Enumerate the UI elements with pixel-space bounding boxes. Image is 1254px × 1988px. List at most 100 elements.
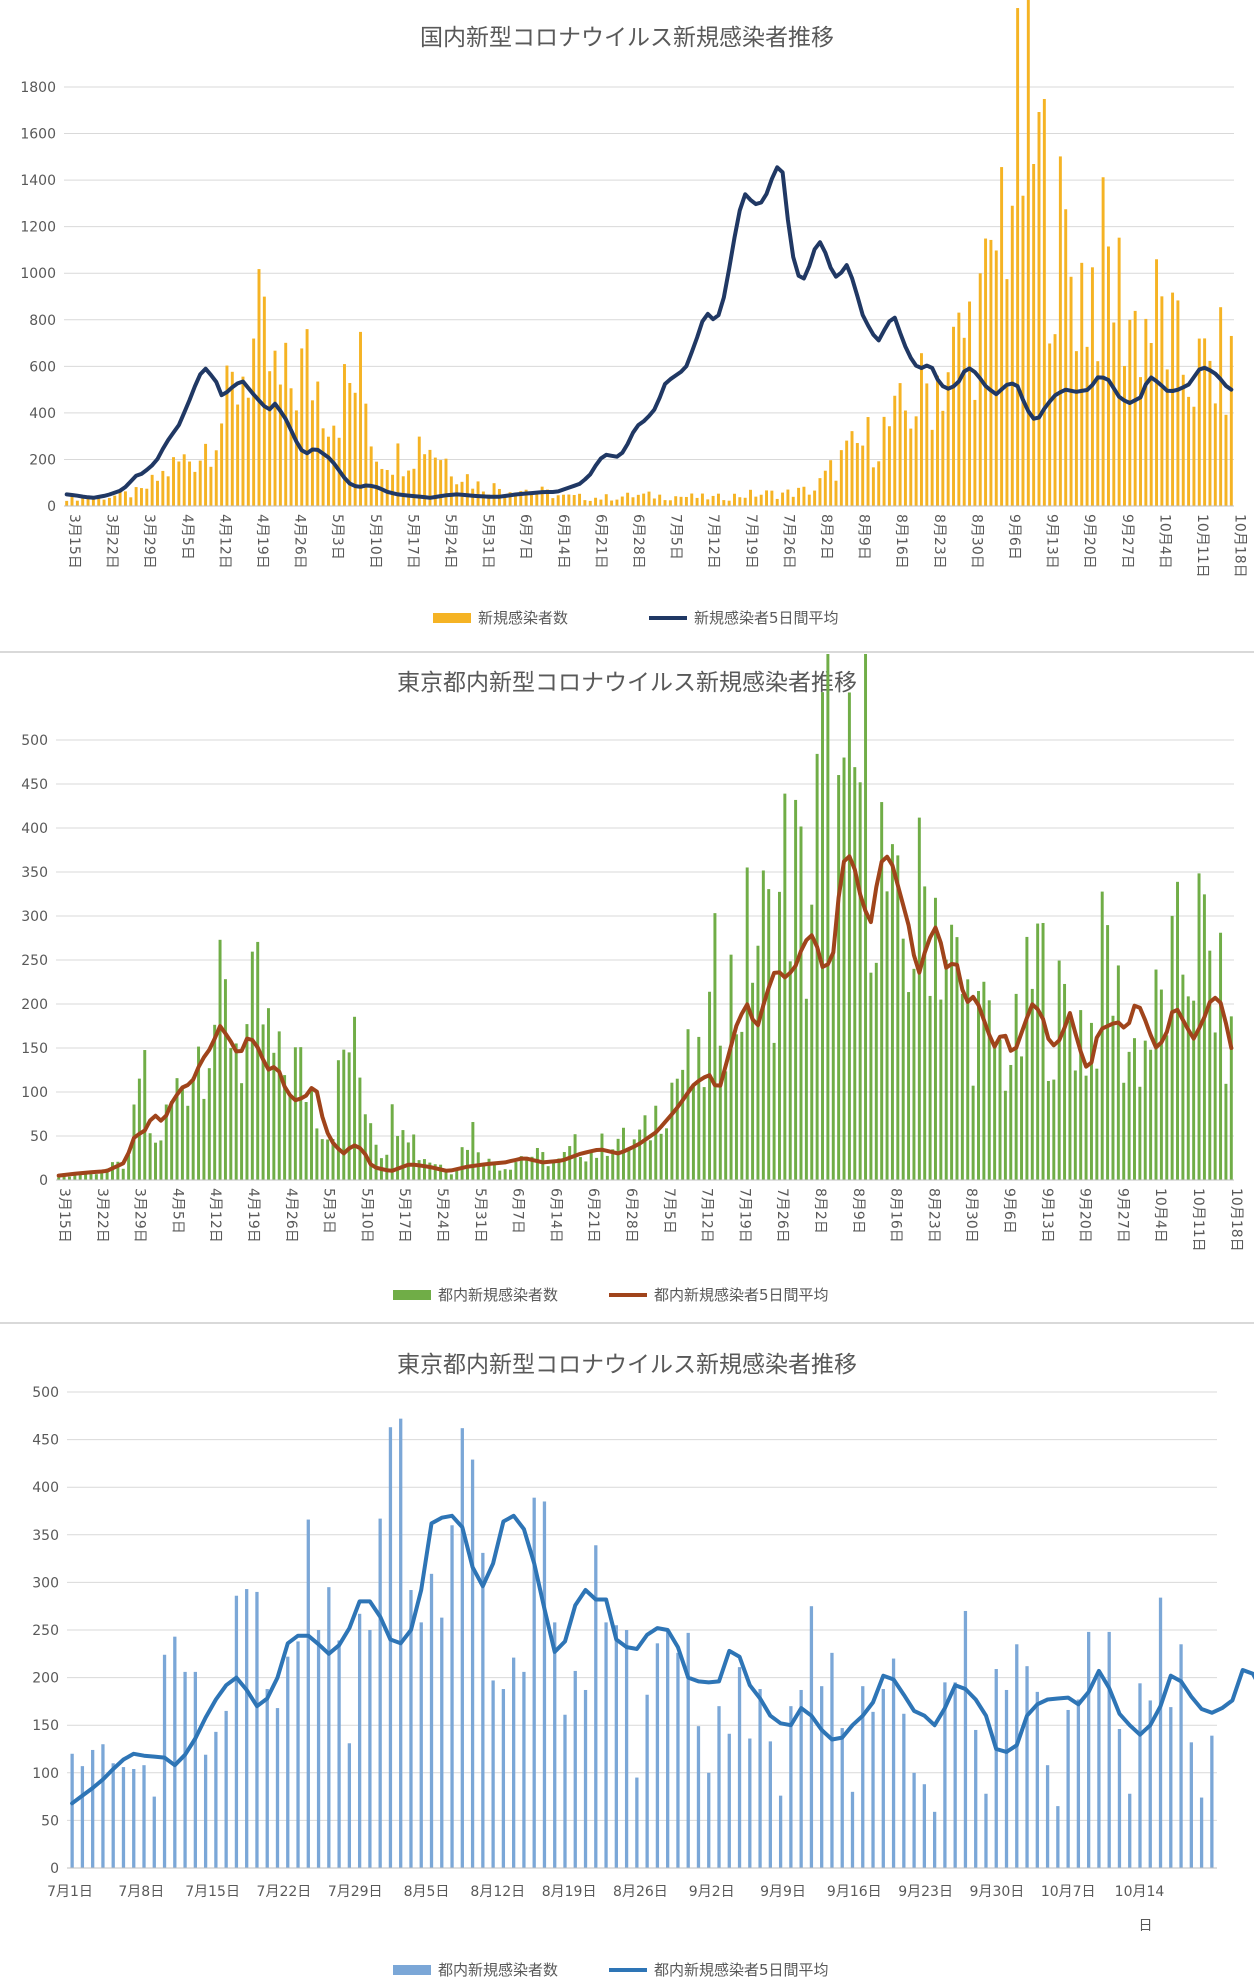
bar	[791, 496, 795, 506]
bar	[471, 1122, 475, 1180]
bar	[150, 474, 154, 506]
bar	[1189, 1742, 1193, 1868]
y-tick-label: 1200	[20, 220, 56, 236]
bar	[914, 416, 918, 506]
bar	[250, 951, 254, 1180]
bar	[364, 403, 368, 506]
bar	[614, 1625, 618, 1868]
bar	[283, 1075, 287, 1180]
y-tick-label: 200	[32, 1671, 59, 1687]
bar	[993, 1046, 997, 1180]
bar	[305, 329, 309, 506]
bar	[1046, 1080, 1050, 1180]
bar	[197, 1046, 201, 1180]
x-tick-label: 4月12日	[207, 1188, 223, 1243]
bar	[1186, 996, 1190, 1180]
bar	[1154, 969, 1158, 1180]
bar	[1111, 1015, 1115, 1180]
bar	[348, 382, 352, 506]
bar	[180, 1087, 184, 1180]
bar	[428, 1162, 432, 1180]
bar	[129, 497, 133, 506]
bar	[148, 1133, 152, 1180]
bar	[1176, 881, 1179, 1180]
bar	[293, 1047, 297, 1180]
bar	[740, 1031, 744, 1180]
bar	[971, 1085, 975, 1180]
bar	[1203, 338, 1207, 506]
x-tick-label: 4月19日	[254, 514, 270, 569]
bar	[684, 496, 688, 506]
bar	[717, 1706, 721, 1868]
bar	[786, 489, 790, 506]
bar	[1089, 1022, 1093, 1180]
bar	[428, 449, 432, 506]
bar	[987, 1000, 991, 1180]
bar	[998, 1039, 1002, 1180]
x-tick-label: 5月31日	[480, 514, 496, 569]
y-tick-label: 300	[32, 1575, 59, 1591]
bar	[142, 1765, 146, 1868]
bar	[1213, 1032, 1217, 1180]
bar	[676, 1652, 680, 1868]
bar	[751, 982, 755, 1180]
bar	[491, 1680, 495, 1868]
bar	[498, 1170, 502, 1180]
bar	[224, 1710, 228, 1868]
bar	[830, 1652, 834, 1868]
bar	[357, 1613, 362, 1868]
bar	[218, 939, 222, 1180]
bar	[665, 1128, 668, 1180]
bar	[697, 1036, 701, 1180]
x-tick-label: 6月21日	[585, 1188, 601, 1243]
bar	[118, 491, 122, 506]
bar	[711, 495, 715, 506]
x-tick-label: 9月30日	[970, 1884, 1025, 1900]
bar	[81, 496, 85, 506]
bar	[440, 1617, 444, 1868]
bar	[1139, 377, 1142, 506]
bar	[137, 1078, 141, 1180]
bar	[778, 1795, 783, 1868]
bar	[912, 968, 916, 1180]
y-tick-label: 350	[21, 865, 48, 881]
bar	[225, 365, 229, 506]
bar	[604, 1622, 608, 1868]
bar	[858, 782, 862, 1180]
bar	[866, 417, 870, 506]
bar	[193, 471, 197, 506]
bar	[277, 1031, 281, 1180]
x-tick-label: 8月2日	[818, 514, 834, 560]
x-tick-label: 9月23日	[898, 1884, 953, 1900]
bar	[781, 492, 785, 506]
bar	[353, 1016, 357, 1180]
x-tick-label: 4月5日	[169, 1188, 185, 1234]
bar	[557, 1158, 561, 1180]
bar	[419, 1622, 423, 1868]
bar	[645, 1694, 649, 1868]
bar	[1010, 205, 1014, 507]
bar	[1058, 156, 1062, 506]
bar	[765, 490, 769, 506]
bar	[1158, 1597, 1163, 1868]
bar	[850, 431, 854, 506]
bar	[1229, 1016, 1233, 1180]
bar	[191, 1077, 195, 1180]
bar	[541, 1152, 545, 1180]
bar	[679, 496, 683, 506]
x-tick-label: 7月15日	[185, 1884, 240, 1900]
bar	[978, 273, 982, 506]
bar	[968, 301, 972, 506]
x-tick-label: 8月30日	[963, 1188, 979, 1243]
x-tick-label: 3月29日	[132, 1188, 148, 1243]
bar	[369, 1123, 373, 1180]
bar	[116, 1161, 120, 1180]
bar	[234, 1595, 239, 1868]
bar	[572, 494, 576, 506]
bar	[1197, 338, 1201, 506]
bar	[1160, 296, 1164, 506]
x-tick-label: 8月23日	[925, 1188, 941, 1243]
bar	[358, 1077, 362, 1180]
y-tick-label: 1800	[20, 80, 56, 96]
bar	[175, 1078, 179, 1180]
